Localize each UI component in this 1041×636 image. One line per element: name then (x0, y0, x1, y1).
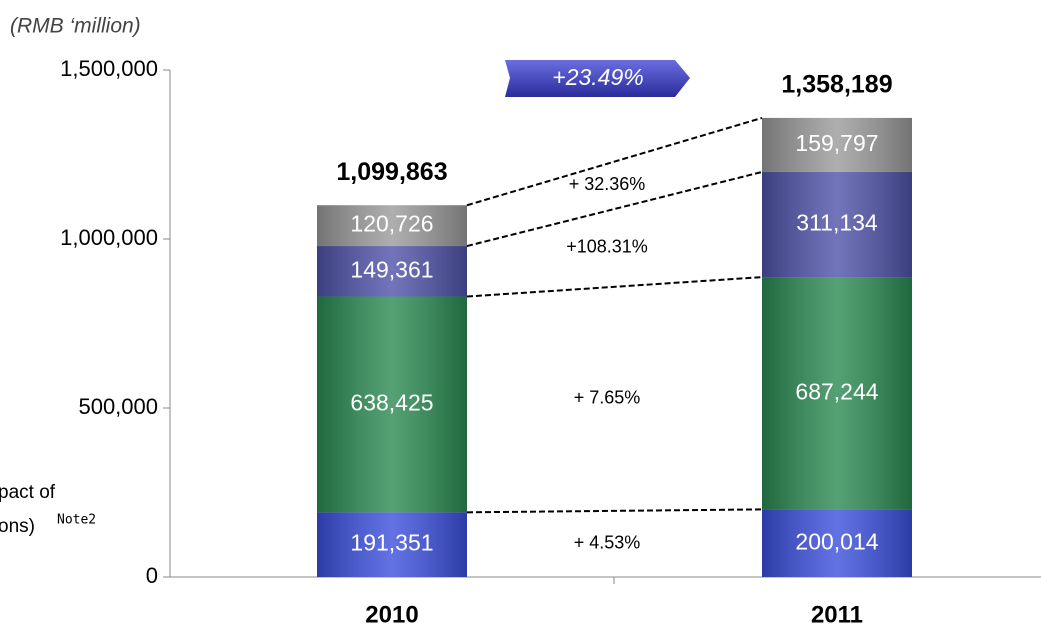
annotation: pact of (0, 482, 56, 503)
x-tick-label: 2011 (811, 601, 863, 628)
data-label: 638,425 (350, 390, 433, 416)
bar-shade (762, 509, 912, 577)
data-label: 200,014 (795, 528, 878, 554)
x-tick-label: 2010 (365, 601, 418, 628)
growth-badge (505, 60, 690, 97)
unit-label: (RMB ‘million) (10, 15, 141, 38)
bar-shade (762, 277, 912, 510)
annotation: ons) (0, 516, 35, 537)
annotation: Note2 (57, 513, 96, 528)
data-label: 687,244 (795, 378, 878, 404)
y-tick-label: 0 (146, 563, 158, 588)
bar-shade (317, 205, 467, 247)
growth-label: +108.31% (566, 237, 648, 257)
y-tick-label: 1,000,000 (60, 225, 158, 250)
bar-shade (762, 117, 912, 172)
connector (466, 276, 763, 298)
bar-shade (762, 171, 912, 278)
total-label: 1,099,863 (336, 158, 447, 186)
y-tick-label: 1,500,000 (60, 56, 158, 81)
bar-shade (317, 246, 467, 297)
bar-shade (317, 512, 467, 577)
growth-label: + 7.65% (574, 388, 641, 408)
total-growth: +23.49% (552, 64, 643, 90)
y-tick-label: 500,000 (78, 394, 158, 419)
data-label: 311,134 (796, 210, 878, 236)
data-label: 120,726 (350, 211, 433, 237)
data-label: 159,797 (795, 130, 878, 156)
data-label: 191,351 (350, 530, 433, 556)
connector (466, 508, 763, 514)
connector (466, 116, 763, 207)
growth-label: + 4.53% (574, 533, 641, 553)
growth-label: + 32.36% (569, 174, 646, 194)
connector (466, 170, 763, 248)
total-label: 1,358,189 (781, 71, 892, 99)
bar-shade (317, 296, 467, 513)
data-label: 149,361 (350, 256, 433, 282)
